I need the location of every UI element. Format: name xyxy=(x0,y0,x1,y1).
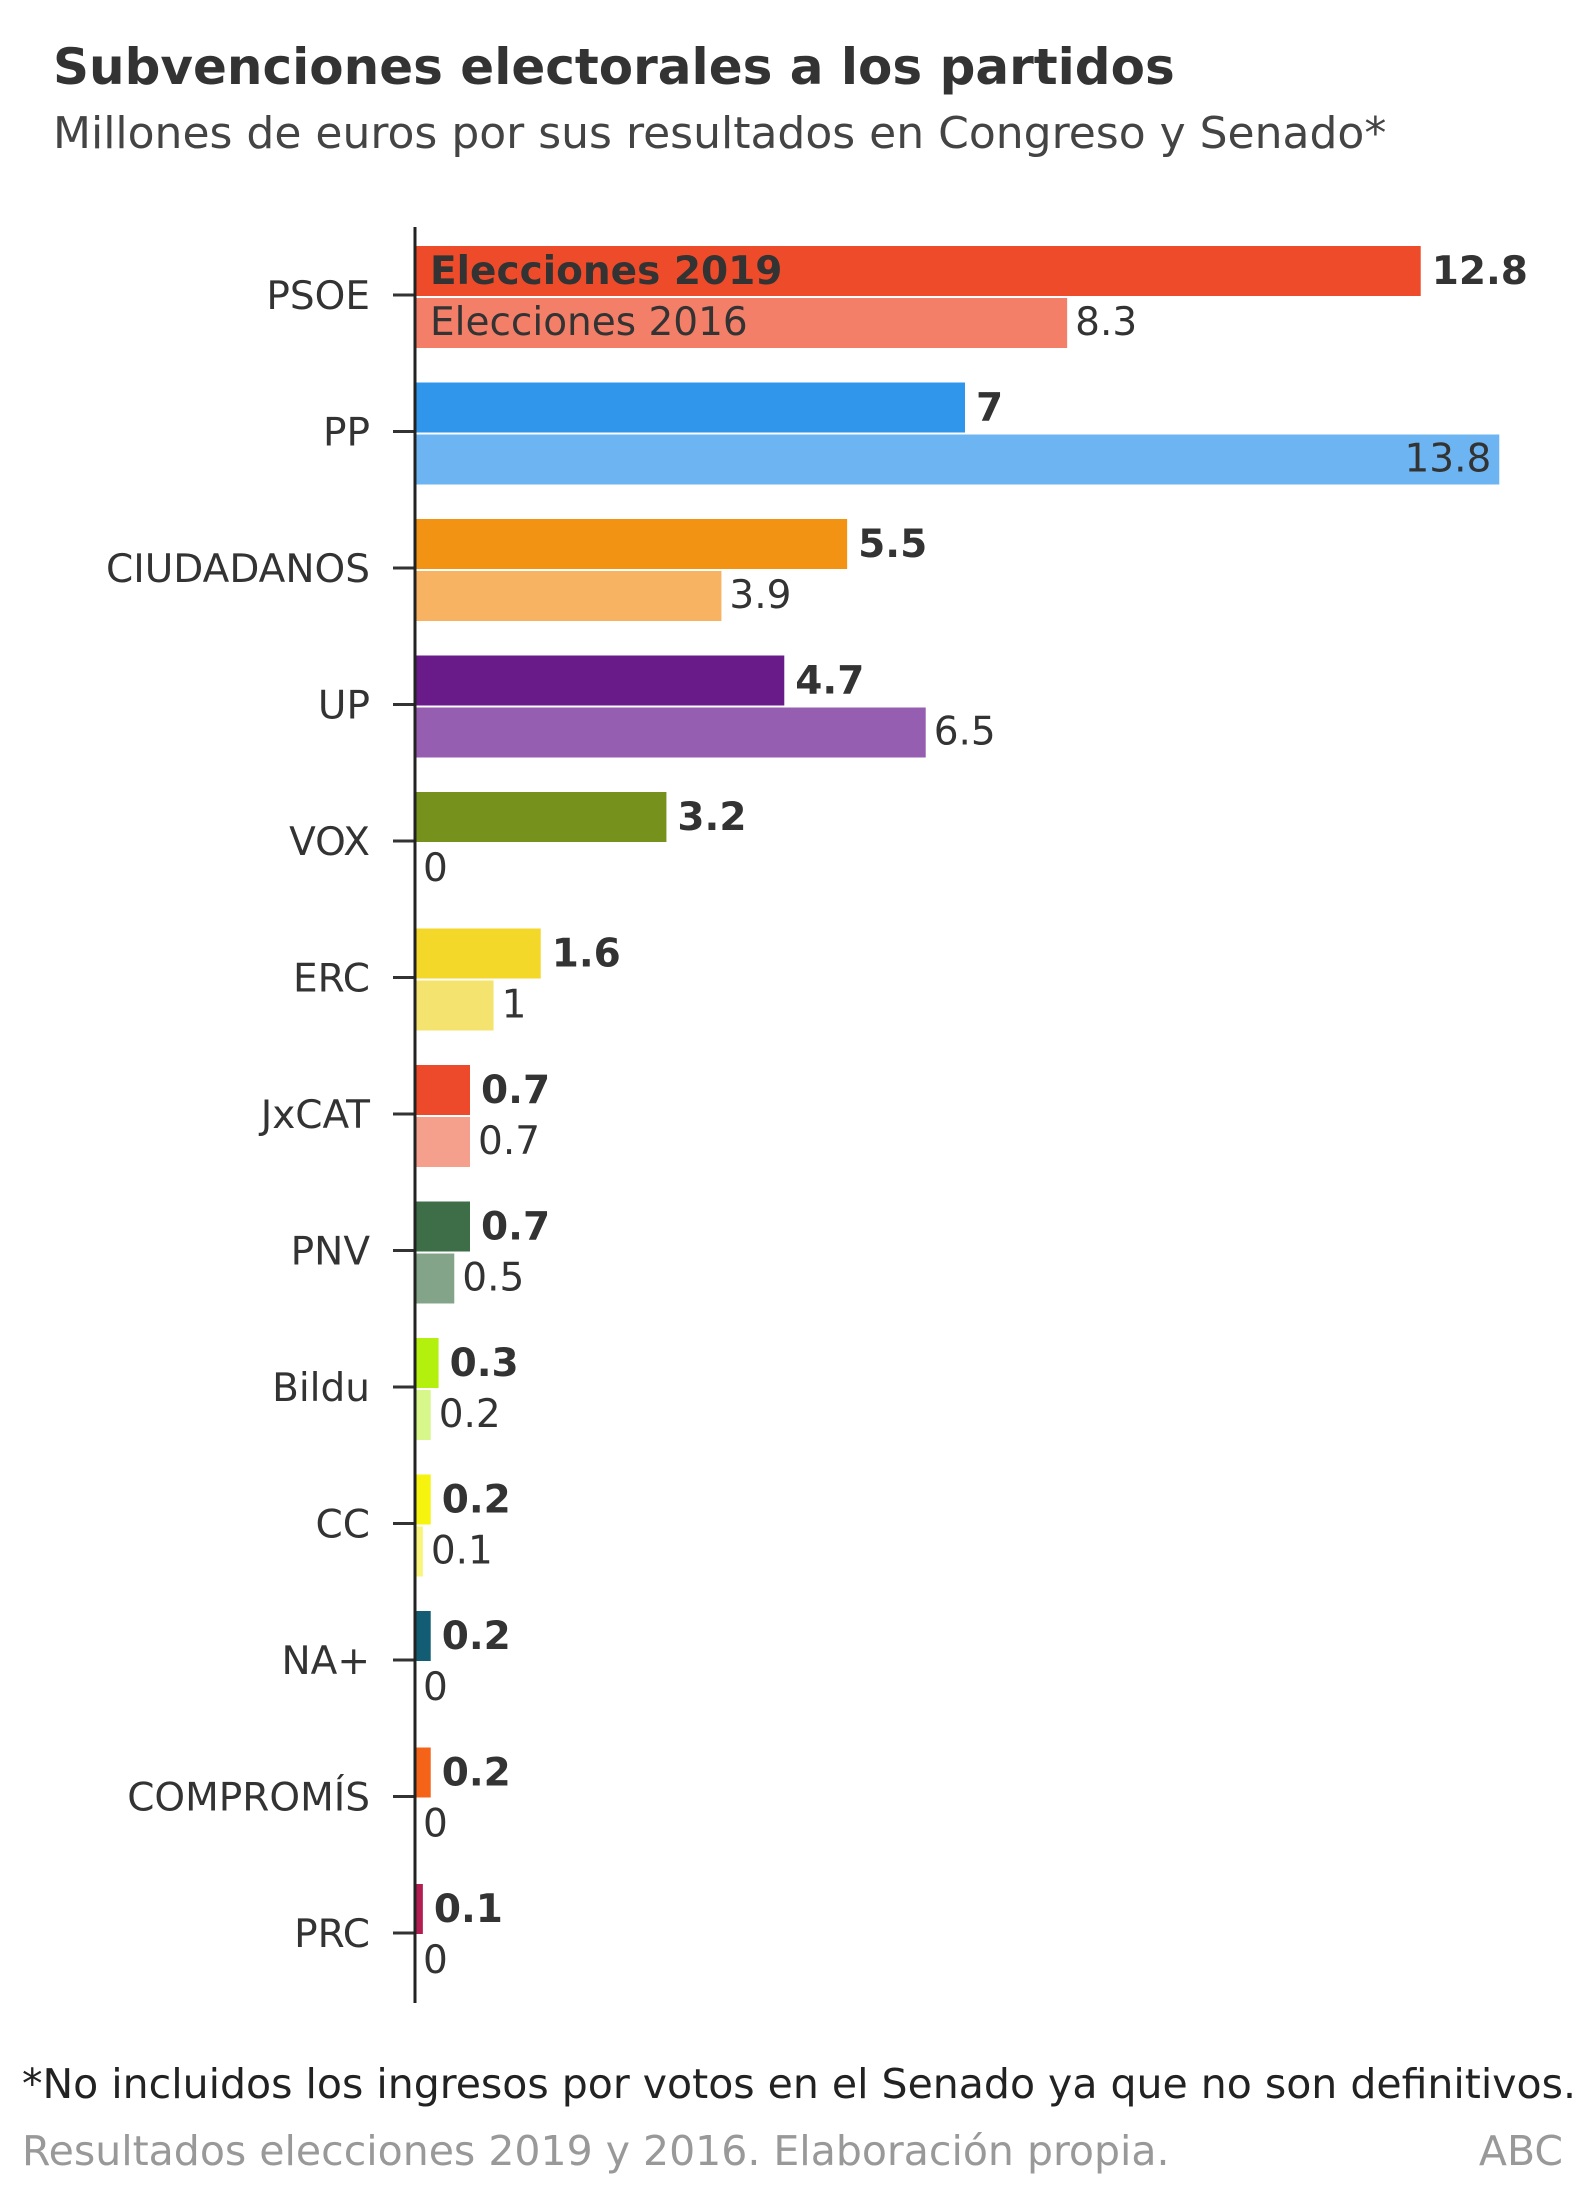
value-label-2016: 0.5 xyxy=(462,1256,524,1301)
value-label-2016: 0 xyxy=(423,1938,448,1983)
value-label-2019: 0.7 xyxy=(481,1205,550,1250)
chart-title: Subvenciones electorales a los partidos xyxy=(53,38,1175,96)
value-label-2016: 3.9 xyxy=(729,573,791,618)
bar-2016 xyxy=(415,434,1500,485)
value-label-2019: 5.5 xyxy=(858,522,927,567)
value-label-2019: 0.7 xyxy=(481,1068,550,1113)
bar-2016 xyxy=(415,980,494,1031)
value-label-2019: 7 xyxy=(976,386,1003,431)
category-label: NA+ xyxy=(281,1639,370,1684)
bar-2016 xyxy=(415,571,722,621)
category-label: UP xyxy=(318,684,370,729)
chart-subtitle: Millones de euros por sus resultados en … xyxy=(53,108,1387,159)
value-label-2019: 4.7 xyxy=(795,659,864,704)
category-label: PSOE xyxy=(266,274,370,319)
category-label: ERC xyxy=(293,957,370,1002)
bar-2019 xyxy=(415,792,667,842)
category-label: CC xyxy=(316,1503,370,1548)
category-label: CIUDADANOS xyxy=(106,547,370,592)
bar-2016 xyxy=(415,1526,423,1577)
bar-2019 xyxy=(415,1474,431,1525)
value-label-2019: 1.6 xyxy=(552,932,621,977)
bar-2019 xyxy=(415,928,541,979)
bar-2019 xyxy=(415,519,848,569)
bar-2019 xyxy=(415,1065,470,1115)
value-label-2016: 0.2 xyxy=(439,1392,501,1437)
bar-2016 xyxy=(415,707,926,758)
bar-2016 xyxy=(415,298,1068,348)
value-label-2019: 3.2 xyxy=(677,795,746,840)
value-label-2016: 0 xyxy=(423,1802,448,1847)
bar-2016 xyxy=(415,1253,455,1304)
value-label-2016: 0 xyxy=(423,1665,448,1710)
value-label-2019: 0.2 xyxy=(442,1751,511,1796)
category-label: JxCAT xyxy=(258,1093,370,1138)
bar-2019 xyxy=(415,1747,431,1798)
category-label: VOX xyxy=(289,820,370,865)
bar-2019 xyxy=(415,1884,423,1934)
value-label-2016: 1 xyxy=(502,983,527,1028)
bar-2019 xyxy=(415,655,785,706)
bar-2019 xyxy=(415,1338,439,1388)
bar-2016 xyxy=(415,1117,470,1167)
brand-label: ABC xyxy=(1478,2127,1563,2175)
category-label: Bildu xyxy=(272,1366,370,1411)
value-label-2016: 0.7 xyxy=(478,1119,540,1164)
value-label-2019: 0.2 xyxy=(442,1614,511,1659)
value-label-2019: 0.3 xyxy=(450,1341,519,1386)
value-label-2016: 8.3 xyxy=(1075,300,1137,345)
value-label-2016: 13.8 xyxy=(1404,437,1491,482)
bar-2016 xyxy=(415,1390,431,1440)
value-label-2016: 0.1 xyxy=(431,1529,493,1574)
bar-chart: PSOE 12.8 8.3 Elecciones 2019 Elecciones 201… xyxy=(106,227,1528,2003)
source-note: Resultados elecciones 2019 y 2016. Elabo… xyxy=(22,2127,1170,2175)
value-label-2019: 12.8 xyxy=(1432,249,1528,294)
legend-label-2019: Elecciones 2019 xyxy=(430,249,782,294)
bar-2019 xyxy=(415,246,1421,296)
bar-2019 xyxy=(415,1611,431,1661)
value-label-2019: 0.1 xyxy=(434,1887,503,1932)
value-label-2016: 0 xyxy=(423,846,448,891)
bar-2019 xyxy=(415,1201,470,1252)
category-label: PRC xyxy=(294,1912,370,1957)
category-label: COMPROMÍS xyxy=(127,1774,370,1821)
bar-2019 xyxy=(415,382,965,433)
value-label-2019: 0.2 xyxy=(442,1478,511,1523)
value-label-2016: 6.5 xyxy=(934,710,996,755)
category-label: PNV xyxy=(291,1230,371,1275)
category-label: PP xyxy=(323,411,370,456)
footnote: *No incluidos los ingresos por votos en … xyxy=(22,2060,1576,2108)
legend-label-2016: Elecciones 2016 xyxy=(430,300,748,345)
